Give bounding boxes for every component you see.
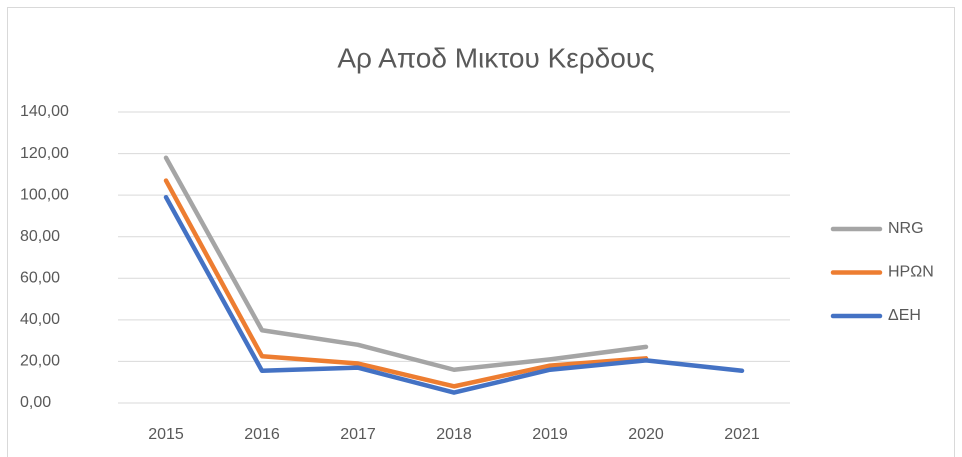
y-tick-label: 40,00 [20, 311, 60, 328]
y-tick-label: 140,00 [20, 103, 69, 120]
series-line [163, 178, 649, 389]
x-tick-label: 2020 [628, 426, 664, 443]
y-tick-label: 100,00 [20, 186, 69, 203]
legend-label: ΗΡΩΝ [888, 264, 934, 281]
x-tick-label: 2019 [532, 426, 568, 443]
x-tick-label: 2017 [340, 426, 376, 443]
y-tick-label: 0,00 [20, 394, 51, 411]
x-tick-label: 2016 [244, 426, 280, 443]
chart-title: Αρ Αποδ Μικτου Κερδους [337, 42, 654, 73]
y-tick-label: 80,00 [20, 228, 60, 245]
x-tick-label: 2015 [148, 426, 184, 443]
series-line [163, 155, 649, 372]
legend-label: NRG [888, 220, 924, 237]
y-tick-label: 120,00 [20, 145, 69, 162]
chart-frame [7, 7, 955, 457]
y-tick-label: 20,00 [20, 353, 60, 370]
x-tick-label: 2021 [724, 426, 760, 443]
legend-label: ΔΕΗ [888, 307, 921, 324]
x-tick-label: 2018 [436, 426, 472, 443]
y-tick-label: 60,00 [20, 270, 60, 287]
series-line [163, 194, 745, 395]
